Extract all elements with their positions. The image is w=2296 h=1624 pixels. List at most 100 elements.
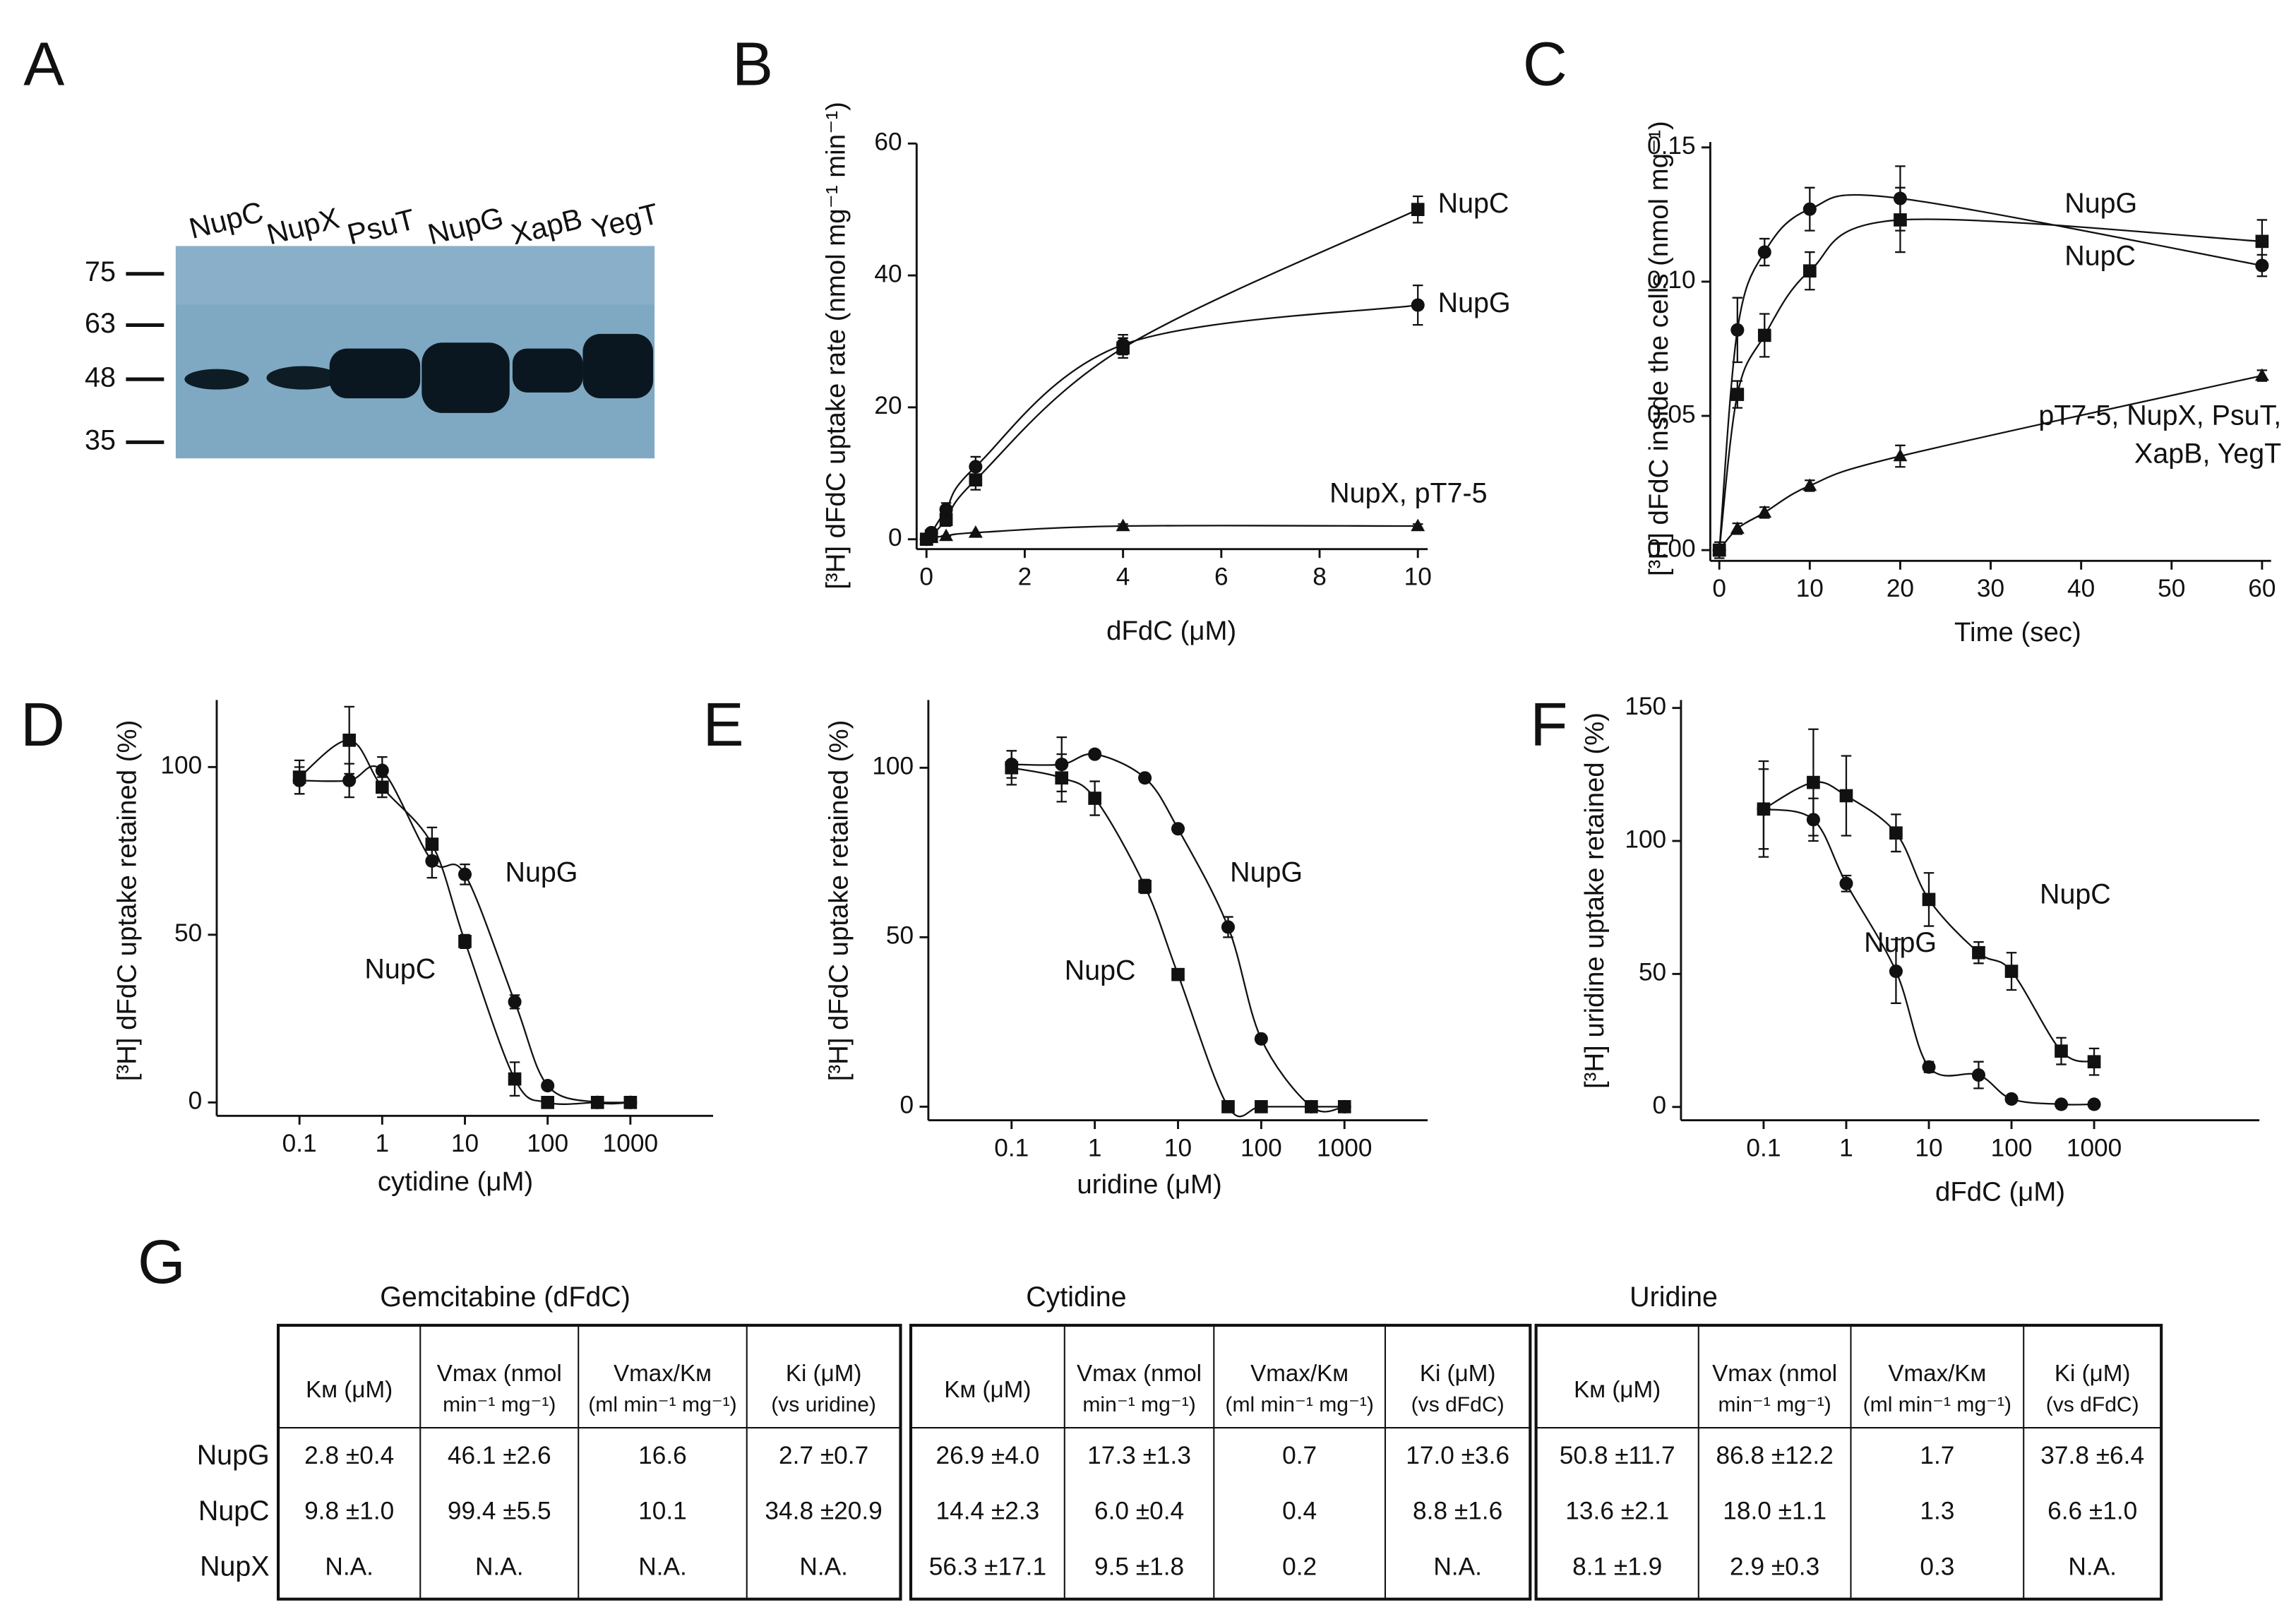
column-header: (vs dFdC) (1411, 1393, 1505, 1416)
marker-triangle (1730, 521, 1745, 534)
blot-band (266, 366, 340, 390)
marker-square (1337, 1100, 1351, 1113)
series-label: NupC (364, 953, 436, 984)
marker-triangle (924, 530, 939, 544)
marker-square (1005, 761, 1019, 775)
series-label: NupG (1230, 857, 1303, 888)
column-header: (ml min⁻¹ mg⁻¹) (1863, 1393, 2011, 1416)
y-axis-label: [³H] dFdC uptake rate (nmol mg⁻¹ min⁻¹) (820, 102, 851, 590)
marker-square (1730, 388, 1745, 401)
marker-label: 63 (85, 308, 116, 339)
row-label: NupX (200, 1551, 270, 1582)
table-cell: 1.7 (1920, 1442, 1954, 1469)
table-cell: 6.6 ±1.0 (2047, 1498, 2137, 1525)
marker-square (2055, 1044, 2068, 1058)
table-cell: 8.1 ±1.9 (1572, 1553, 1662, 1581)
table-cell: 18.0 ±1.1 (1723, 1498, 1826, 1525)
series-label: NupG (506, 857, 578, 888)
x-tick-label: 6 (1214, 563, 1228, 591)
marker-circle (590, 1095, 604, 1109)
marker-square (1839, 789, 1853, 803)
series-label: NupC (1438, 188, 1509, 219)
table-cell: 2.8 ±0.4 (304, 1442, 394, 1469)
marker-circle (1922, 1060, 1936, 1074)
table-cell: 10.1 (638, 1498, 687, 1525)
x-axis-label: uridine (μM) (1077, 1169, 1221, 1200)
x-tick-label: 2 (1018, 563, 1032, 591)
marker-triangle (1411, 518, 1425, 532)
column-header: Ki (μM) (2055, 1361, 2131, 1387)
y-tick-label: 0.00 (1647, 535, 1696, 562)
marker-circle (969, 460, 983, 474)
y-tick-label: 0.10 (1647, 266, 1696, 294)
column-header: Vmax/Kᴍ (614, 1361, 712, 1387)
column-header: Kᴍ (μM) (1574, 1377, 1661, 1403)
table-cell: 13.6 ±2.1 (1565, 1498, 1669, 1525)
series-label: pT7-5, NupX, PsuT, XapB, YegT (2038, 401, 2282, 470)
x-tick-label: 10 (451, 1130, 479, 1157)
x-tick-label: 0 (1712, 575, 1726, 602)
blot-band (184, 369, 249, 390)
marker-square (1255, 1100, 1268, 1113)
y-tick-label: 50 (174, 919, 202, 947)
y-tick-label: 0 (888, 524, 902, 551)
marker-square (2004, 965, 2019, 978)
chart: E 0.1 1 10 100 1000 0 50 100 uridine (μM) [³H] dFd… (703, 691, 1428, 1200)
marker-label: 75 (85, 256, 116, 287)
panel-label: A (23, 30, 64, 98)
blot-shade (175, 246, 655, 305)
chart: B 0 2 4 6 8 10 0 20 40 60 dFdC (μM) [³H] dFdC uptake… (732, 30, 1511, 646)
marker-triangle (1757, 505, 1772, 518)
chart: D 0.1 1 10 100 1000 0 50 100 cytidine (μM) [³H] dF… (20, 691, 714, 1197)
x-tick-label: 1000 (603, 1130, 658, 1157)
table-cell: N.A. (1433, 1553, 1482, 1581)
x-tick-label: 0.1 (282, 1130, 317, 1157)
series-label: NupG (1864, 927, 1937, 958)
table-cell: N.A. (638, 1553, 687, 1581)
y-tick-label: 100 (1625, 825, 1666, 853)
column-header: Vmax (nmol (437, 1361, 562, 1387)
marker-square (1171, 967, 1185, 981)
table-cell: 46.1 ±2.6 (448, 1442, 551, 1469)
x-tick-label: 0.1 (1746, 1134, 1781, 1162)
marker-square (1802, 264, 1817, 278)
column-header: (ml min⁻¹ mg⁻¹) (588, 1393, 736, 1416)
y-axis-label: [³H] dFdC uptake retained (%) (112, 720, 143, 1082)
marker-circle (1171, 822, 1185, 836)
group-box (1534, 1323, 2163, 1601)
marker-circle (2087, 1097, 2101, 1111)
y-tick-label: 100 (872, 753, 914, 780)
marker-label: 35 (85, 425, 116, 456)
marker-square (1807, 775, 1820, 789)
chart: C 0 10 20 30 40 50 60 0.00 0.05 0.10 0.15 Time (sec)… (1523, 30, 2281, 647)
series-label: NupC (1065, 955, 1136, 986)
y-tick-label: 0.05 (1647, 400, 1696, 428)
marker-circle (458, 867, 472, 881)
y-tick-label: 100 (160, 752, 202, 780)
marker-circle (939, 503, 953, 517)
x-tick-label: 40 (2067, 575, 2095, 602)
marker-circle (1889, 965, 1903, 979)
table-cell: 56.3 ±17.1 (929, 1553, 1046, 1581)
x-tick-label: 100 (1240, 1134, 1282, 1162)
marker-circle (2004, 1092, 2019, 1106)
marker-circle (1254, 1032, 1268, 1046)
column-header: (ml min⁻¹ mg⁻¹) (1225, 1393, 1373, 1416)
marker-circle (1138, 771, 1152, 785)
table-cell: N.A. (325, 1553, 373, 1581)
blot-band (329, 348, 421, 399)
table: G NupG NupC NupX Gemcitabine (dFdC) Kᴍ (μM) Vm… (138, 1228, 2163, 1601)
x-axis-label: dFdC (μM) (1106, 616, 1236, 646)
y-tick-label: 20 (874, 392, 902, 419)
series-label: NupG (2064, 188, 2137, 219)
marker-circle (541, 1079, 555, 1093)
group-box (277, 1323, 902, 1601)
table-cell: 34.8 ±20.9 (765, 1498, 882, 1525)
group-title: Cytidine (1026, 1282, 1126, 1313)
series-label-text: pT7-5, NupX, PsuT, XapB, YegT (2038, 401, 2282, 470)
marker-circle (2054, 1097, 2069, 1111)
marker-circle (1221, 920, 1236, 934)
column-header: min⁻¹ mg⁻¹) (1718, 1393, 1831, 1416)
